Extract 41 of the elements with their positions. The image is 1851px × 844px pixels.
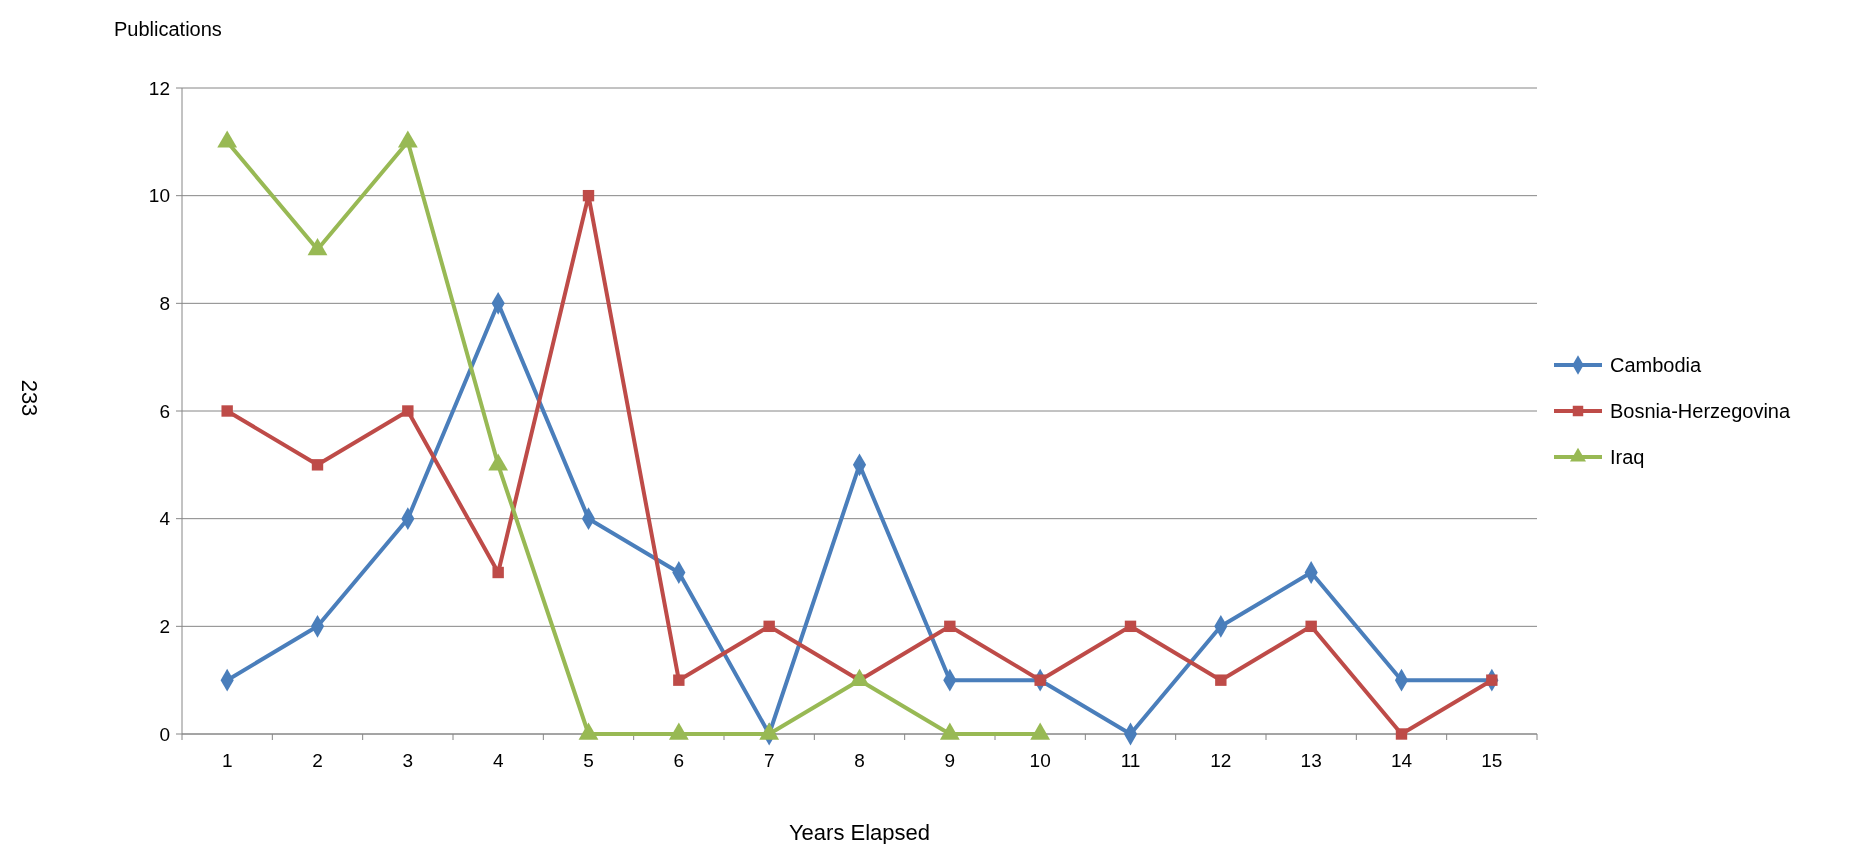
- y-tick-label: 10: [148, 185, 170, 207]
- x-tick-label: 2: [312, 750, 323, 771]
- x-tick-label: 9: [944, 750, 956, 771]
- y-tick-label: 12: [148, 77, 170, 99]
- y-tick-label: 0: [159, 723, 170, 745]
- point: [1124, 620, 1137, 633]
- point: [763, 620, 775, 633]
- x-tick-label: 11: [1120, 750, 1141, 771]
- x-tick-label: 7: [763, 750, 775, 771]
- x-tick-label: 10: [1029, 750, 1051, 771]
- point: [221, 405, 233, 417]
- x-tick-label: 8: [854, 750, 865, 771]
- x-tick-label: 3: [402, 750, 414, 771]
- legend-label: Iraq: [1610, 446, 1645, 468]
- point: [1486, 674, 1498, 686]
- x-tick-label: 12: [1210, 750, 1232, 771]
- y-tick-label: 6: [159, 400, 170, 422]
- x-tick-label: 13: [1300, 750, 1322, 771]
- y-tick-label: 2: [159, 615, 170, 637]
- x-tick-label: 14: [1390, 750, 1413, 771]
- point: [311, 459, 324, 471]
- legend-label: Bosnia-Herzegovina: [1610, 400, 1791, 422]
- x-axis-title: Years Elapsed: [788, 820, 931, 844]
- y-tick-label: 8: [159, 292, 170, 314]
- y-tick-label: 4: [159, 508, 171, 530]
- text: 233: [17, 379, 42, 417]
- point: [1215, 674, 1227, 686]
- x-tick-label: 15: [1481, 750, 1503, 771]
- legend-label: Cambodia: [1610, 354, 1703, 376]
- point: [582, 189, 595, 202]
- x-tick-label: 6: [673, 750, 685, 771]
- x-tick-label: 4: [492, 750, 504, 771]
- point: [1395, 728, 1408, 740]
- point: [1305, 620, 1317, 633]
- y-axis-title: Publications: [114, 18, 222, 40]
- x-tick-label: 1: [221, 750, 233, 771]
- point: [944, 620, 956, 633]
- point: [402, 405, 414, 417]
- point: [673, 674, 685, 686]
- point: [492, 566, 504, 579]
- x-tick-label: 5: [583, 750, 594, 771]
